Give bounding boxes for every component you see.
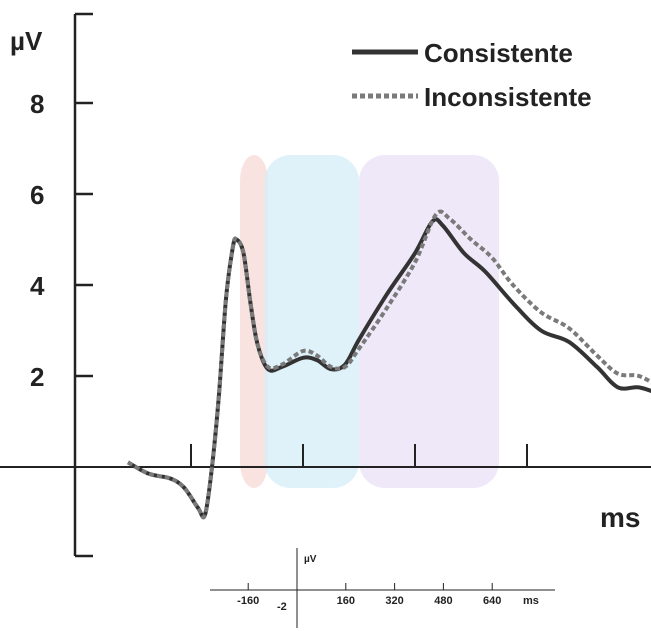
inset-tick-label: 640: [483, 595, 501, 607]
x-ticks: [190, 444, 528, 467]
y-axis-label: µV: [10, 26, 43, 56]
inset-tick-label: 320: [385, 595, 403, 607]
y-tick-label: 4: [30, 271, 45, 301]
y-tick-label: 8: [30, 89, 44, 119]
inset-tick-label: 480: [434, 595, 452, 607]
legend-label-consistente: Consistente: [424, 38, 573, 68]
inset-tick-label: -160: [237, 595, 259, 607]
inset-y-value: -2: [277, 601, 287, 613]
legend-label-inconsistente: Inconsistente: [424, 82, 592, 112]
series-line-inconsistente: [127, 209, 651, 520]
inset-x-label: ms: [523, 595, 539, 607]
inset-tick-label: 160: [337, 595, 355, 607]
legend: Consistente Inconsistente: [352, 38, 592, 112]
y-ticks: 2 4 6 8: [30, 89, 93, 392]
analysis-windows: [240, 155, 499, 488]
x-axis-label: ms: [600, 502, 640, 533]
analysis-window-2: [264, 155, 359, 488]
series-lines: [127, 209, 651, 520]
y-tick-label: 6: [30, 180, 44, 210]
inset-ticks: -160 160 320 480 640: [237, 583, 501, 607]
analysis-window-3: [359, 155, 499, 488]
inset-axis: µV -2 ms -160 160 320 480 640: [210, 548, 555, 628]
y-tick-label: 2: [30, 362, 44, 392]
inset-y-label: µV: [304, 554, 317, 565]
